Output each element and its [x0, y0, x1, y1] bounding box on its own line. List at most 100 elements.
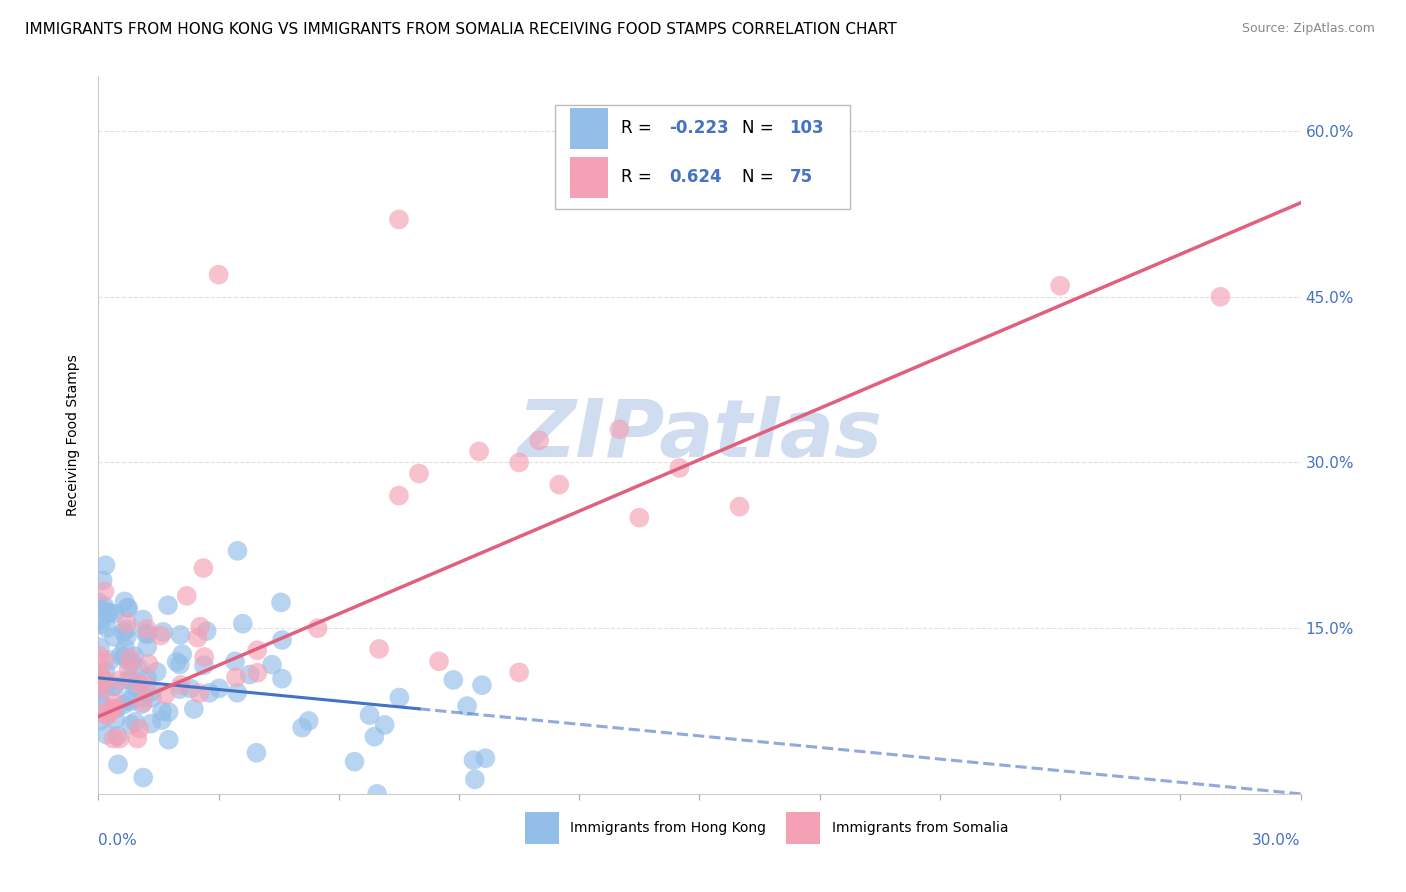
Point	[89, 640, 111, 654]
Point	[108, 731, 131, 746]
Point	[474, 751, 496, 765]
Point	[97, 605, 120, 619]
Point	[93, 673, 115, 688]
Point	[89, 714, 111, 728]
Text: 0.0%: 0.0%	[98, 833, 138, 848]
Point	[118, 695, 141, 709]
Point	[112, 649, 135, 664]
Point	[93, 654, 115, 668]
Point	[1049, 278, 1071, 293]
Y-axis label: Receiving Food Stamps: Receiving Food Stamps	[66, 354, 80, 516]
Point	[98, 606, 121, 620]
Point	[118, 662, 141, 676]
Point	[132, 690, 155, 705]
Point	[150, 713, 173, 727]
Point	[89, 613, 111, 627]
Point	[169, 628, 191, 642]
Point	[157, 732, 180, 747]
Point	[260, 657, 283, 672]
Point	[128, 661, 150, 675]
Point	[150, 704, 173, 718]
Text: 103: 103	[790, 120, 824, 137]
Point	[131, 697, 153, 711]
Text: N =: N =	[741, 169, 779, 186]
Point	[118, 693, 141, 707]
Point	[127, 731, 149, 746]
Point	[107, 757, 129, 772]
Point	[89, 602, 111, 616]
Text: ZIPatlas: ZIPatlas	[517, 396, 882, 474]
Point	[115, 616, 138, 631]
Point	[157, 705, 180, 719]
Point	[93, 599, 115, 613]
Point	[104, 712, 127, 726]
Point	[121, 655, 143, 669]
Point	[91, 672, 114, 686]
Point	[291, 721, 314, 735]
Point	[120, 672, 142, 686]
Point	[93, 584, 115, 599]
Point	[132, 696, 155, 710]
Point	[169, 682, 191, 697]
Point	[188, 686, 211, 700]
Point	[193, 658, 215, 673]
Point	[208, 268, 231, 282]
Point	[226, 686, 249, 700]
Point	[368, 642, 391, 657]
Point	[170, 678, 193, 692]
Point	[195, 624, 218, 638]
Point	[456, 699, 478, 714]
Point	[172, 647, 194, 661]
FancyBboxPatch shape	[526, 812, 558, 844]
Point	[141, 690, 163, 705]
Point	[117, 654, 139, 668]
Point	[112, 624, 135, 639]
Point	[138, 657, 160, 671]
Point	[155, 687, 177, 701]
Point	[245, 746, 267, 760]
Point	[97, 708, 120, 723]
Point	[135, 626, 157, 640]
Text: N =: N =	[741, 120, 779, 137]
FancyBboxPatch shape	[569, 157, 609, 198]
Point	[471, 678, 494, 692]
Point	[100, 653, 122, 667]
Point	[101, 702, 124, 716]
Point	[90, 617, 112, 632]
Text: -0.223: -0.223	[669, 120, 730, 137]
Point	[343, 755, 366, 769]
Point	[103, 696, 125, 710]
Point	[149, 629, 172, 643]
Point	[463, 753, 485, 767]
Point	[93, 681, 115, 695]
Point	[87, 665, 110, 679]
Point	[183, 702, 205, 716]
Point	[271, 632, 294, 647]
Point	[114, 640, 136, 655]
Text: Source: ZipAtlas.com: Source: ZipAtlas.com	[1241, 22, 1375, 36]
Point	[232, 616, 254, 631]
Point	[89, 682, 111, 697]
Point	[359, 708, 381, 723]
Point	[139, 716, 162, 731]
Point	[548, 477, 571, 491]
Point	[125, 681, 148, 695]
Point	[87, 595, 110, 609]
Point	[114, 594, 136, 608]
Text: 30.0%: 30.0%	[1253, 833, 1301, 848]
Point	[156, 599, 179, 613]
Point	[105, 701, 128, 715]
Point	[464, 772, 486, 787]
Point	[117, 673, 139, 687]
Point	[628, 510, 651, 524]
Point	[89, 690, 111, 705]
Point	[388, 489, 411, 503]
Text: IMMIGRANTS FROM HONG KONG VS IMMIGRANTS FROM SOMALIA RECEIVING FOOD STAMPS CORRE: IMMIGRANTS FROM HONG KONG VS IMMIGRANTS …	[25, 22, 897, 37]
Point	[110, 648, 132, 663]
Point	[115, 622, 138, 636]
Point	[103, 630, 125, 644]
Point	[166, 655, 188, 669]
Point	[87, 648, 110, 663]
Point	[198, 686, 221, 700]
FancyBboxPatch shape	[555, 104, 849, 209]
